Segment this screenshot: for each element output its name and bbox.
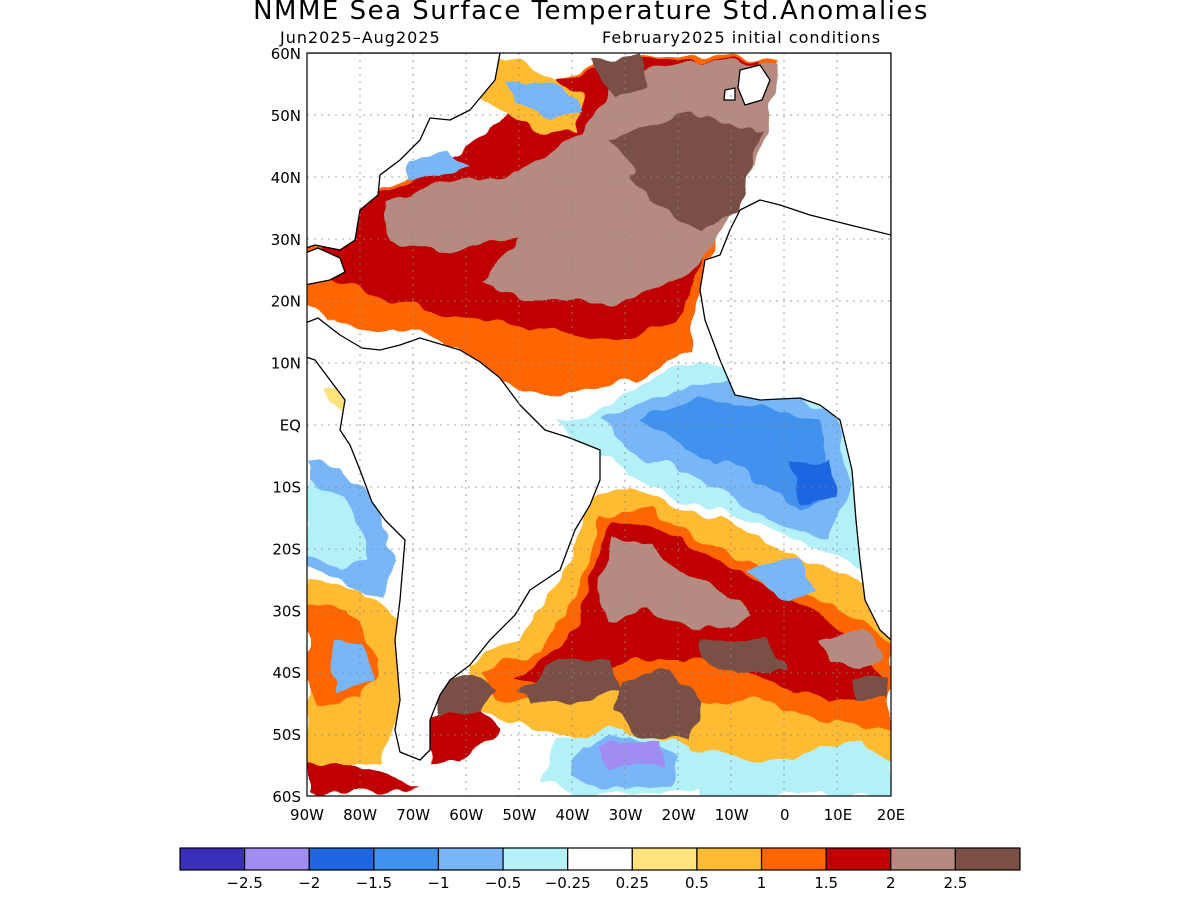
lat-tick-label: 20N — [271, 293, 301, 311]
colorbar-label: 1 — [757, 874, 767, 892]
lat-tick-label: 10N — [271, 355, 301, 373]
lon-tick-label: 80W — [343, 806, 377, 824]
lat-tick-label: 40S — [272, 664, 301, 682]
lon-tick-label: 20W — [662, 806, 696, 824]
colorbar-swatch — [179, 847, 246, 871]
colorbar-label: 0.5 — [685, 874, 709, 892]
forecast-period: Jun2025–Aug2025 — [280, 28, 441, 47]
lon-tick-label: 20E — [877, 806, 906, 824]
lon-tick-label: 60W — [449, 806, 483, 824]
lon-tick-label: 30W — [609, 806, 643, 824]
lat-tick-label: EQ — [280, 417, 301, 435]
colorbar-label: −1 — [427, 874, 449, 892]
latitude-labels: 60N 50N 40N 30N 20N 10N EQ 10S 20S 30S 40S 50S 60S — [271, 45, 301, 806]
colorbar-swatch — [631, 847, 698, 871]
colorbar-label: 2.5 — [943, 874, 967, 892]
lat-tick-label: 30N — [271, 231, 301, 249]
colorbar-label: −2.5 — [226, 874, 262, 892]
lat-tick-label: 10S — [272, 478, 301, 496]
colorbar — [179, 847, 1021, 871]
colorbar-label: −2 — [298, 874, 320, 892]
colorbar-label: 2 — [886, 874, 896, 892]
lon-tick-label: 70W — [396, 806, 430, 824]
colorbar-swatch — [825, 847, 892, 871]
colorbar-swatch — [567, 847, 633, 871]
lat-tick-label: 50S — [272, 726, 301, 744]
colorbar-label: −1.5 — [356, 874, 392, 892]
colorbar-swatch — [502, 847, 569, 871]
lat-tick-label: 60N — [271, 45, 301, 63]
lon-tick-label: 10W — [715, 806, 749, 824]
colorbar-label: 1.5 — [814, 874, 838, 892]
colorbar-swatch — [760, 847, 827, 871]
graticule — [307, 53, 891, 796]
lat-tick-label: 20S — [272, 540, 301, 558]
lat-tick-label: 60S — [272, 788, 301, 806]
lat-tick-label: 30S — [272, 602, 301, 620]
colorbar-label: 0.25 — [616, 874, 649, 892]
colorbar-swatch — [890, 847, 956, 871]
longitude-labels: 90W 80W 70W 60W 50W 40W 30W 20W 10W 0 10E 20E — [290, 806, 905, 824]
colorbar-swatch — [308, 847, 375, 871]
lon-tick-label: 0 — [780, 806, 790, 824]
map-title: NMME Sea Surface Temperature Std.Anomali… — [253, 0, 929, 26]
colorbar-swatch — [437, 847, 504, 871]
colorbar-label: −0.25 — [545, 874, 591, 892]
colorbar-swatch — [244, 847, 310, 871]
lon-tick-label: 10E — [824, 806, 853, 824]
colorbar-swatch — [954, 847, 1021, 871]
colorbar-labels: −2.5 −2 −1.5 −1 −0.5 −0.25 0.25 0.5 1 1.5 2 2.5 — [226, 874, 967, 892]
map-frame — [306, 52, 892, 797]
colorbar-swatch — [696, 847, 763, 871]
colorbar-label: −0.5 — [485, 874, 521, 892]
anomaly-field — [307, 55, 891, 796]
colorbar-swatch — [373, 847, 440, 871]
land-masses — [307, 53, 891, 761]
lon-tick-label: 50W — [502, 806, 536, 824]
lat-tick-label: 50N — [271, 107, 301, 125]
lon-tick-label: 90W — [290, 806, 324, 824]
initial-conditions: February2025 initial conditions — [602, 28, 882, 47]
lon-tick-label: 40W — [555, 806, 589, 824]
lat-tick-label: 40N — [271, 169, 301, 187]
